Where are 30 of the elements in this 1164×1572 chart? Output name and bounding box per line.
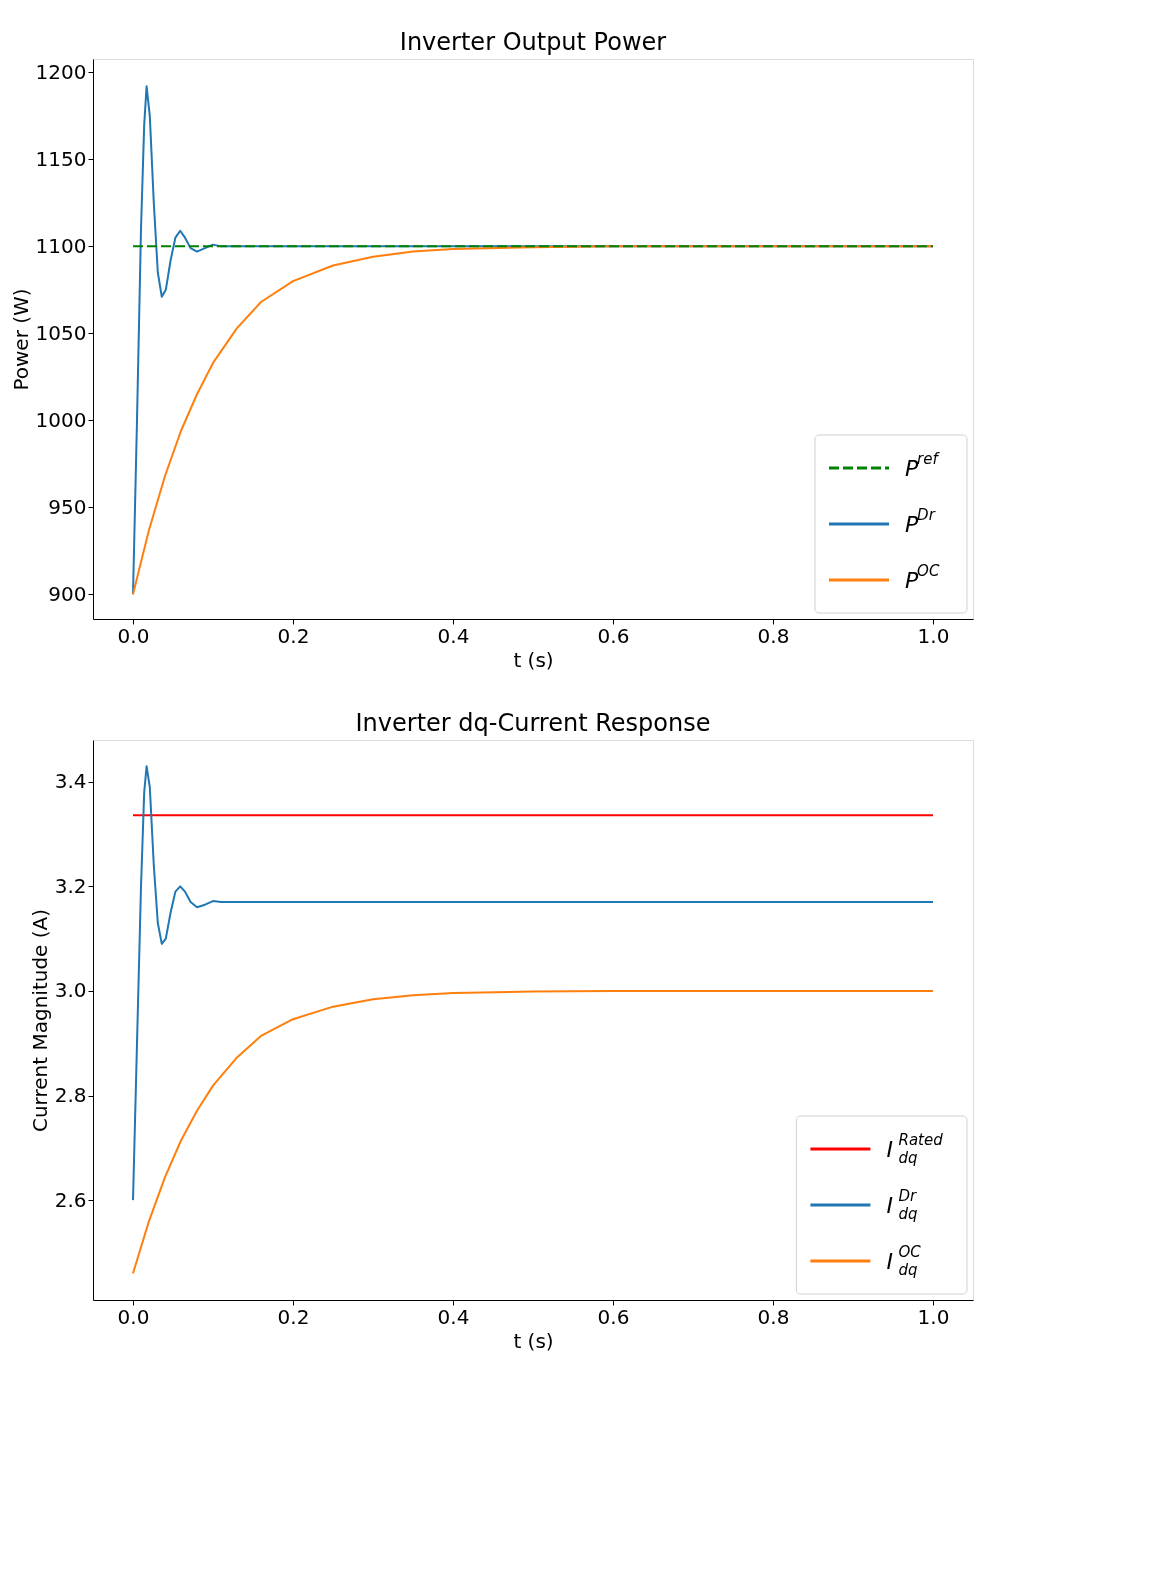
x-tick-label: 0.2: [277, 623, 310, 648]
x-tick-label: 0.0: [117, 1304, 150, 1329]
x-tick-label: 0.4: [437, 1304, 470, 1329]
y-tick-label: 1150: [35, 146, 87, 171]
y-axis-title: Power (W): [8, 288, 33, 391]
y-tick-label: 950: [48, 494, 87, 519]
y-tick-label: 1000: [35, 407, 87, 432]
x-tick-label: 0.2: [277, 1304, 310, 1329]
y-tick-label: 3.0: [54, 978, 87, 1003]
x-tick-label: 0.4: [437, 623, 470, 648]
x-tick-label: 0.6: [597, 623, 630, 648]
chart-title: Inverter dq-Current Response: [355, 709, 711, 737]
y-tick-label: 1050: [35, 320, 87, 345]
y-tick-label: 2.8: [54, 1083, 87, 1108]
x-tick-label: 1.0: [917, 623, 950, 648]
y-tick-label: 1100: [35, 233, 87, 258]
x-axis-title: t (s): [513, 647, 554, 672]
y-tick-label: 3.4: [54, 769, 87, 794]
y-axis-title: Current Magnitude (A): [27, 908, 52, 1133]
y-tick-label: 900: [48, 581, 87, 606]
x-tick-label: 0.8: [757, 623, 790, 648]
y-tick-label: 1200: [35, 59, 87, 84]
x-tick-label: 0.6: [597, 1304, 630, 1329]
y-tick-label: 2.6: [54, 1187, 87, 1212]
y-tick-label: 3.2: [54, 873, 87, 898]
x-tick-label: 0.8: [757, 1304, 790, 1329]
x-tick-label: 0.0: [117, 623, 150, 648]
x-tick-label: 1.0: [917, 1304, 950, 1329]
chart-title: Inverter Output Power: [399, 28, 667, 56]
x-axis-title: t (s): [513, 1328, 554, 1353]
